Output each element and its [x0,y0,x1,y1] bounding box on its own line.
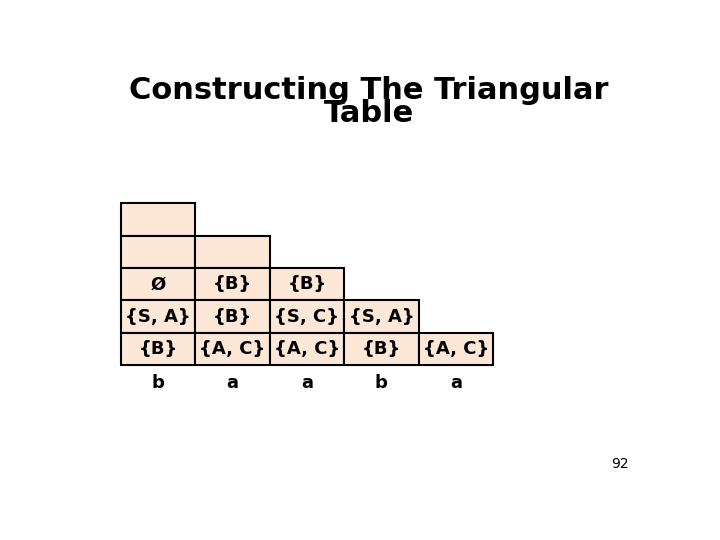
Text: {A, C}: {A, C} [274,340,340,358]
Bar [121,300,195,333]
Text: 92: 92 [611,457,629,471]
Bar [270,268,344,300]
Text: b: b [375,374,388,393]
Text: {A, C}: {A, C} [423,340,489,358]
Bar [195,268,270,300]
Text: Ø: Ø [150,275,166,293]
Bar [195,300,270,333]
Bar [121,204,195,236]
Bar [195,333,270,365]
Bar [418,333,493,365]
Text: Constructing The Triangular: Constructing The Triangular [130,76,608,105]
Bar [344,333,418,365]
Text: {B}: {B} [213,275,252,293]
Bar [121,268,195,300]
Text: Table: Table [324,99,414,129]
Bar [270,333,344,365]
Bar [121,333,195,365]
Text: {B}: {B} [138,340,178,358]
Bar [195,236,270,268]
Text: a: a [450,374,462,393]
Bar [270,300,344,333]
Text: b: b [152,374,165,393]
Text: {B}: {B} [213,308,252,326]
Text: a: a [301,374,313,393]
Text: {S, A}: {S, A} [125,308,191,326]
Bar [121,236,195,268]
Text: {S, C}: {S, C} [274,308,340,326]
Text: {B}: {B} [287,275,327,293]
Text: {A, C}: {A, C} [199,340,266,358]
Text: {B}: {B} [361,340,401,358]
Text: a: a [227,374,238,393]
Bar [344,300,418,333]
Text: {S, A}: {S, A} [348,308,414,326]
